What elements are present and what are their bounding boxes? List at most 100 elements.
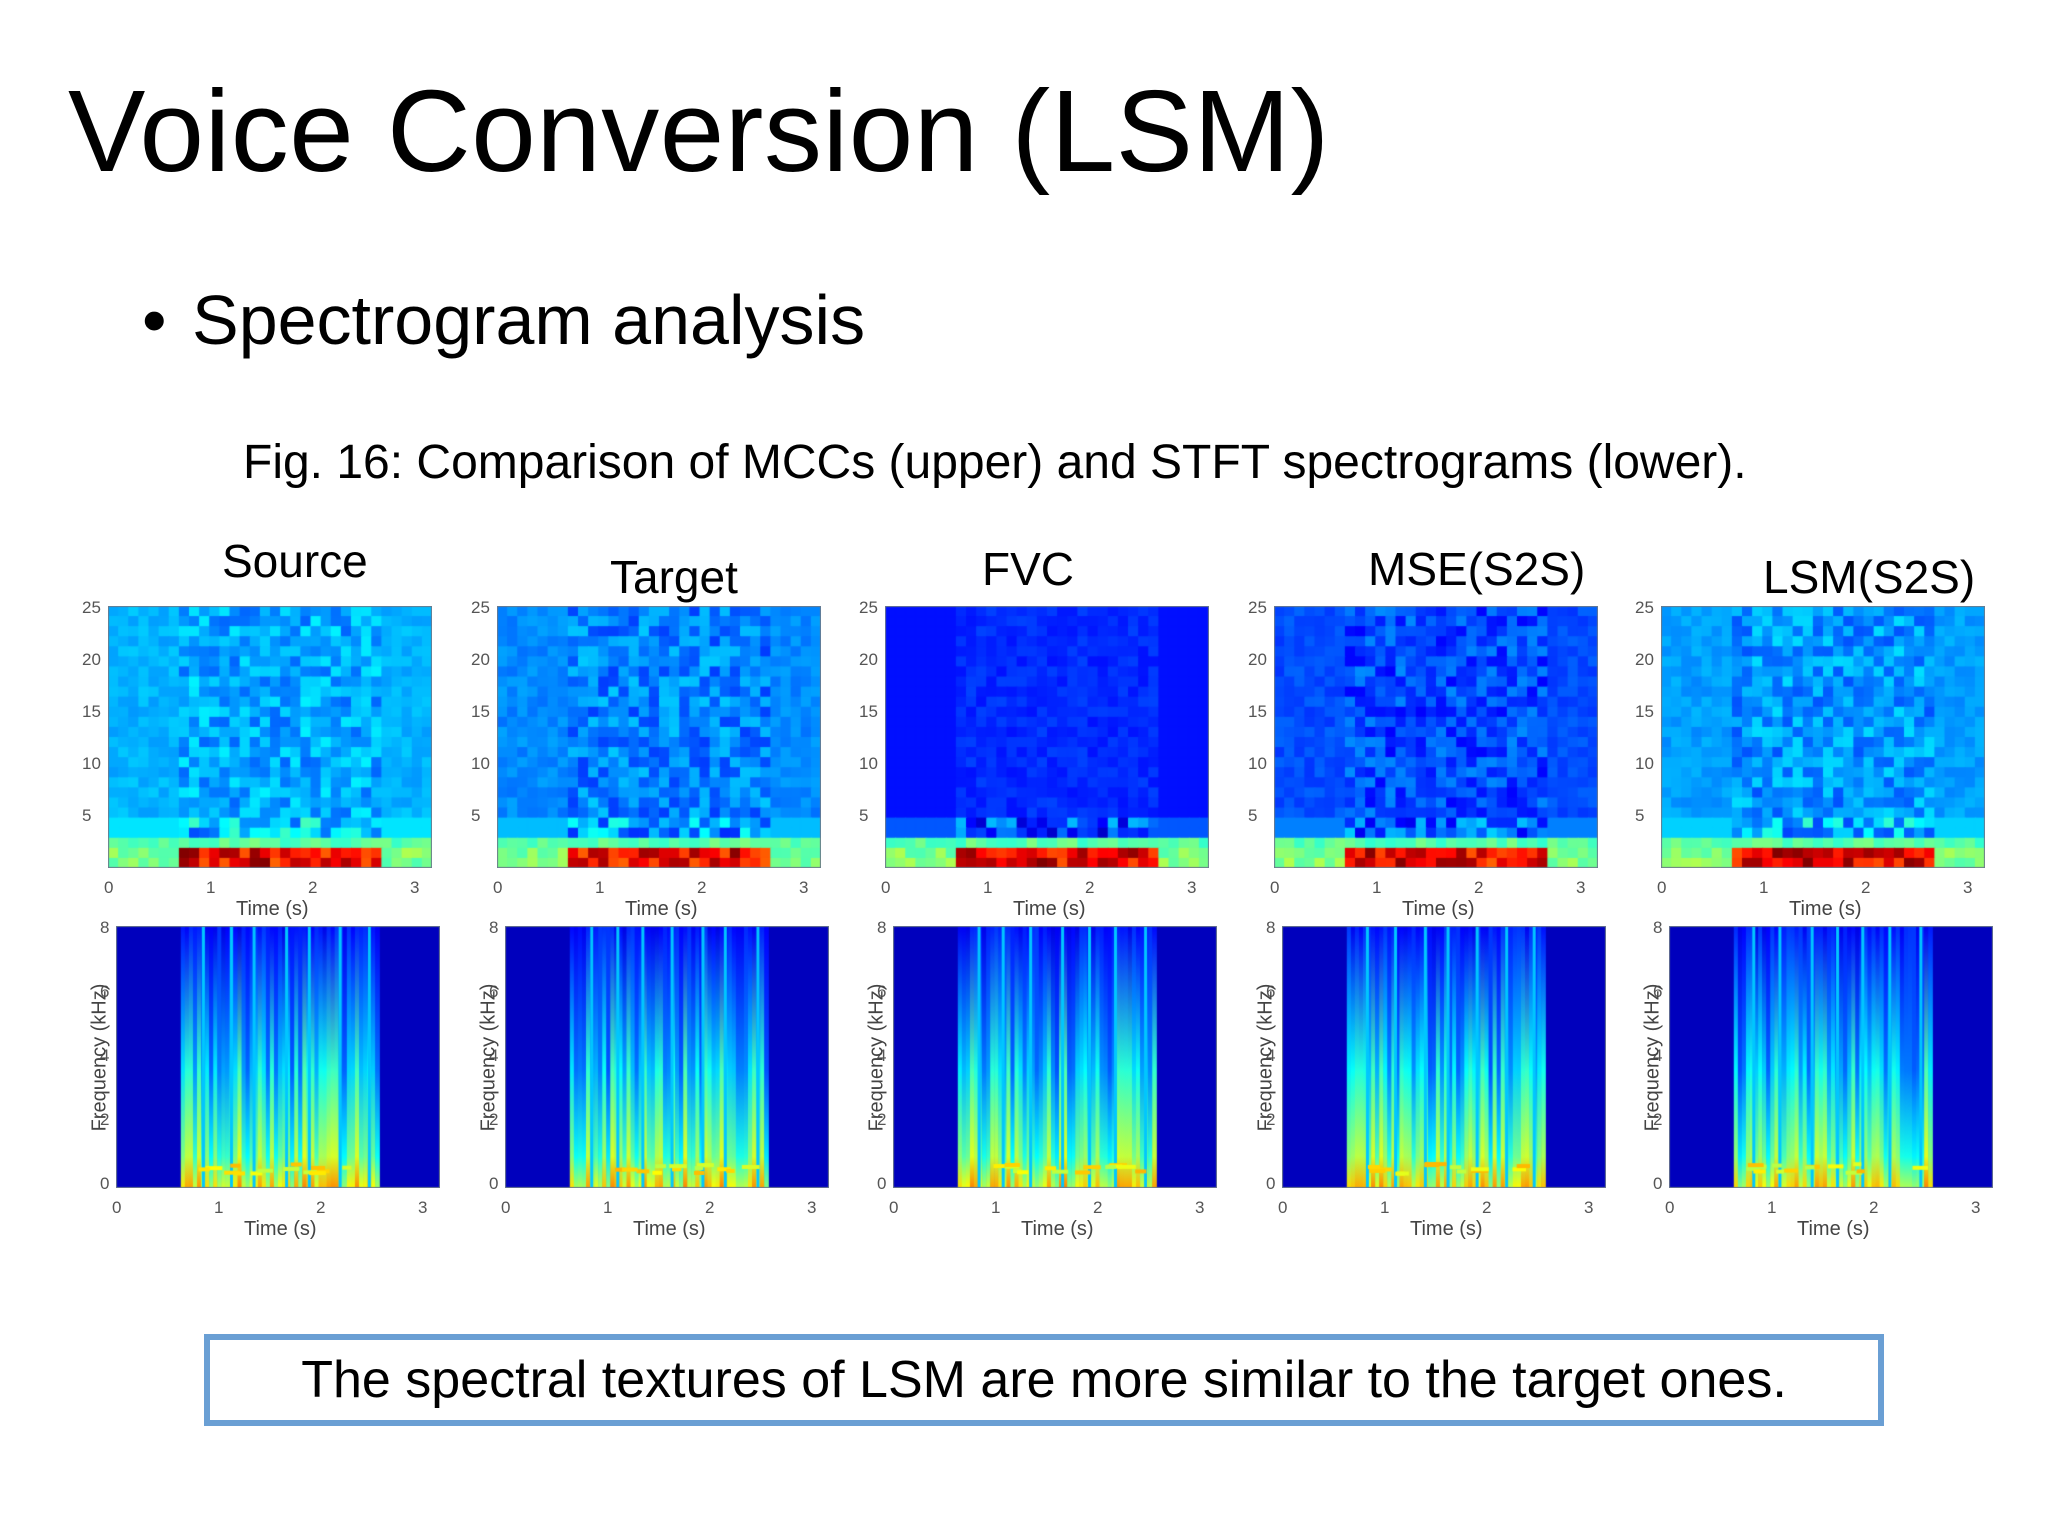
conclusion-text: The spectral textures of LSM are more si… <box>301 1351 1787 1409</box>
stft-xtick-2-0: 0 <box>889 1198 899 1217</box>
stft-xtick-4-3: 3 <box>1971 1198 1981 1217</box>
mcc-ytick-0-3: 10 <box>82 754 101 773</box>
stft-xtick-1-1: 1 <box>603 1198 613 1217</box>
stft-xlabel-2: Time (s) <box>1021 1218 1094 1240</box>
stft-plot-3 <box>1282 926 1606 1188</box>
stft-ytick-2-1: 6 <box>877 982 887 1001</box>
stft-xtick-2-1: 1 <box>991 1198 1001 1217</box>
stft-ytick-4-3: 2 <box>1653 1110 1663 1129</box>
stft-ylabel-3: Frequency (kHz) <box>1254 983 1277 1132</box>
mcc-xtick-0-0: 0 <box>104 878 114 897</box>
mcc-xtick-2-2: 2 <box>1085 878 1095 897</box>
mcc-ytick-3-2: 15 <box>1248 702 1267 721</box>
column-title-3: MSE(S2S) <box>1368 543 1586 595</box>
mcc-plot-4 <box>1661 606 1985 868</box>
mcc-xtick-1-2: 2 <box>697 878 707 897</box>
slide-title: Voice Conversion (LSM) <box>68 66 1330 196</box>
mcc-plot-2 <box>885 606 1209 868</box>
mcc-xtick-3-3: 3 <box>1576 878 1586 897</box>
mcc-xlabel-4: Time (s) <box>1789 898 1862 920</box>
mcc-ytick-2-3: 10 <box>859 754 878 773</box>
mcc-ytick-2-2: 15 <box>859 702 878 721</box>
mcc-ytick-3-0: 25 <box>1248 598 1267 617</box>
stft-ylabel-2: Frequency (kHz) <box>865 983 888 1132</box>
mcc-xlabel-1: Time (s) <box>625 898 698 920</box>
mcc-xtick-3-2: 2 <box>1474 878 1484 897</box>
stft-ytick-1-1: 6 <box>489 982 499 1001</box>
mcc-ytick-3-4: 5 <box>1248 806 1258 825</box>
stft-plot-2 <box>893 926 1217 1188</box>
mcc-ytick-4-0: 25 <box>1635 598 1654 617</box>
mcc-xtick-4-3: 3 <box>1963 878 1973 897</box>
stft-plot-0 <box>116 926 440 1188</box>
mcc-ytick-0-4: 5 <box>82 806 92 825</box>
mcc-ytick-4-3: 10 <box>1635 754 1654 773</box>
mcc-ytick-4-4: 5 <box>1635 806 1645 825</box>
column-title-0: Source <box>222 535 368 587</box>
stft-ytick-4-4: 0 <box>1653 1174 1663 1193</box>
mcc-xtick-0-3: 3 <box>410 878 420 897</box>
mcc-ytick-1-3: 10 <box>471 754 490 773</box>
stft-xtick-3-1: 1 <box>1380 1198 1390 1217</box>
mcc-xtick-2-1: 1 <box>983 878 993 897</box>
stft-ytick-3-0: 8 <box>1266 918 1276 937</box>
column-title-4: LSM(S2S) <box>1763 551 1976 603</box>
stft-ytick-1-3: 2 <box>489 1110 499 1129</box>
mcc-ytick-1-0: 25 <box>471 598 490 617</box>
stft-xtick-2-2: 2 <box>1093 1198 1103 1217</box>
mcc-ytick-1-4: 5 <box>471 806 481 825</box>
mcc-ytick-3-3: 10 <box>1248 754 1267 773</box>
mcc-xtick-2-3: 3 <box>1187 878 1197 897</box>
stft-plot-1 <box>505 926 829 1188</box>
stft-xtick-2-3: 3 <box>1195 1198 1205 1217</box>
stft-xlabel-3: Time (s) <box>1410 1218 1483 1240</box>
mcc-xtick-1-1: 1 <box>595 878 605 897</box>
stft-xtick-1-3: 3 <box>807 1198 817 1217</box>
stft-ylabel-1: Frequency (kHz) <box>477 983 500 1132</box>
stft-ytick-2-0: 8 <box>877 918 887 937</box>
stft-ytick-3-4: 0 <box>1266 1174 1276 1193</box>
mcc-ytick-2-0: 25 <box>859 598 878 617</box>
stft-ytick-2-2: 4 <box>877 1046 887 1065</box>
stft-xtick-1-0: 0 <box>501 1198 511 1217</box>
mcc-xtick-3-0: 0 <box>1270 878 1280 897</box>
stft-xtick-3-2: 2 <box>1482 1198 1492 1217</box>
stft-plot-4 <box>1669 926 1993 1188</box>
stft-ytick-3-2: 4 <box>1266 1046 1276 1065</box>
stft-ytick-1-0: 8 <box>489 918 499 937</box>
mcc-plot-3 <box>1274 606 1598 868</box>
bullet-glyph: • <box>142 281 167 359</box>
stft-ytick-3-3: 2 <box>1266 1110 1276 1129</box>
stft-ytick-4-1: 6 <box>1653 982 1663 1001</box>
conclusion-box: The spectral textures of LSM are more si… <box>204 1334 1884 1426</box>
mcc-ytick-3-1: 20 <box>1248 650 1267 669</box>
stft-ytick-3-1: 6 <box>1266 982 1276 1001</box>
stft-ytick-0-4: 0 <box>100 1174 110 1193</box>
mcc-ytick-2-4: 5 <box>859 806 869 825</box>
stft-ytick-4-2: 4 <box>1653 1046 1663 1065</box>
mcc-xlabel-3: Time (s) <box>1402 898 1475 920</box>
stft-xtick-4-0: 0 <box>1665 1198 1675 1217</box>
column-title-1: Target <box>610 551 738 603</box>
mcc-ytick-0-2: 15 <box>82 702 101 721</box>
mcc-ytick-4-1: 20 <box>1635 650 1654 669</box>
bullet-text: Spectrogram analysis <box>192 281 866 359</box>
stft-xtick-0-2: 2 <box>316 1198 326 1217</box>
bullet-item: • Spectrogram analysis <box>142 282 865 359</box>
stft-xtick-3-3: 3 <box>1584 1198 1594 1217</box>
stft-xlabel-1: Time (s) <box>633 1218 706 1240</box>
stft-ytick-0-3: 2 <box>100 1110 110 1129</box>
stft-xtick-3-0: 0 <box>1278 1198 1288 1217</box>
stft-ytick-2-3: 2 <box>877 1110 887 1129</box>
mcc-plot-0 <box>108 606 432 868</box>
mcc-xtick-4-2: 2 <box>1861 878 1871 897</box>
stft-ytick-0-2: 4 <box>100 1046 110 1065</box>
stft-ytick-0-0: 8 <box>100 918 110 937</box>
stft-ylabel-0: Frequency (kHz) <box>88 983 111 1132</box>
mcc-xtick-4-0: 0 <box>1657 878 1667 897</box>
mcc-xtick-2-0: 0 <box>881 878 891 897</box>
mcc-ytick-1-1: 20 <box>471 650 490 669</box>
stft-xtick-4-2: 2 <box>1869 1198 1879 1217</box>
stft-ylabel-4: Frequency (kHz) <box>1641 983 1664 1132</box>
mcc-xtick-1-0: 0 <box>493 878 503 897</box>
